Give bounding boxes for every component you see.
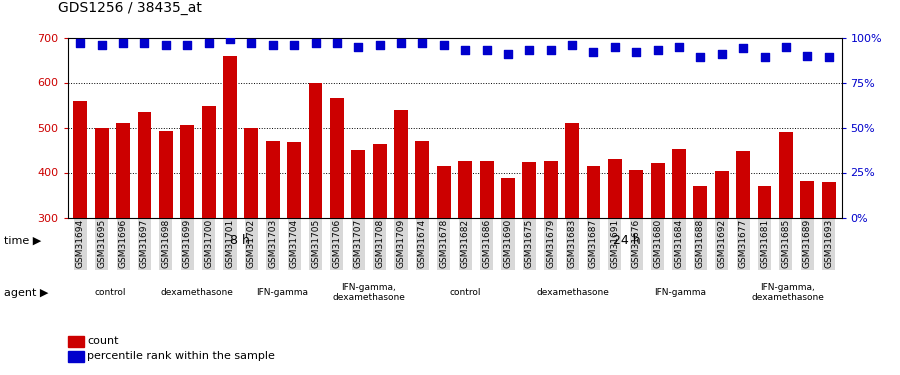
Bar (800, 181, 814, 218)
Point (158, 42, 173, 48)
Text: control: control (449, 288, 481, 297)
Text: control: control (94, 288, 126, 297)
Bar (138, 112, 151, 218)
Bar (351, 150, 365, 217)
Bar (245, 128, 258, 218)
Bar (715, 171, 729, 217)
Point (287, 42, 302, 48)
Bar (94, 128, 109, 218)
Point (778, 44, 793, 50)
Text: 24 h: 24 h (613, 234, 640, 248)
Point (116, 40, 130, 46)
Bar (416, 141, 429, 218)
Bar (266, 141, 280, 218)
Point (586, 49, 600, 55)
Point (223, 36, 238, 42)
Point (415, 40, 429, 46)
Text: 8 h: 8 h (230, 234, 249, 248)
Point (73, 40, 87, 46)
Point (757, 54, 771, 60)
Text: IFN-gamma,
dexamethasone: IFN-gamma, dexamethasone (752, 283, 824, 302)
Bar (501, 178, 515, 218)
Bar (608, 159, 622, 218)
Bar (779, 132, 793, 218)
Text: IFN-gamma: IFN-gamma (256, 288, 309, 297)
Point (629, 49, 643, 55)
Bar (672, 149, 686, 217)
Text: IFN-gamma,
dexamethasone: IFN-gamma, dexamethasone (332, 283, 405, 302)
Bar (202, 106, 216, 218)
Text: dexamethasone: dexamethasone (536, 288, 609, 297)
Bar (758, 186, 771, 218)
Point (394, 40, 409, 46)
Bar (651, 163, 664, 218)
Bar (736, 152, 750, 217)
Text: percentile rank within the sample: percentile rank within the sample (87, 351, 275, 361)
Bar (330, 98, 344, 218)
Point (138, 40, 152, 46)
Bar (458, 161, 473, 218)
Point (608, 44, 622, 50)
Point (266, 42, 280, 48)
Point (800, 53, 814, 58)
Point (500, 51, 515, 57)
Point (565, 42, 580, 48)
Bar (373, 144, 387, 218)
Bar (159, 130, 173, 218)
Text: dexamethasone: dexamethasone (160, 288, 233, 297)
Bar (74, 100, 87, 218)
Bar (180, 125, 194, 217)
Point (373, 42, 387, 48)
Bar (693, 186, 707, 218)
Text: IFN-gamma: IFN-gamma (654, 288, 706, 297)
Bar (223, 56, 237, 217)
Point (244, 40, 258, 46)
Bar (544, 161, 558, 218)
Point (351, 44, 365, 50)
Bar (565, 123, 579, 218)
Point (202, 40, 216, 46)
Text: time ▶: time ▶ (4, 236, 41, 246)
Bar (629, 170, 643, 217)
Point (309, 40, 323, 46)
Point (651, 47, 665, 53)
Text: GDS1256 / 38435_at: GDS1256 / 38435_at (58, 1, 202, 15)
Text: count: count (87, 336, 119, 346)
Point (715, 51, 729, 57)
Text: agent ▶: agent ▶ (4, 288, 49, 297)
Point (180, 42, 194, 48)
Bar (480, 161, 493, 218)
Point (522, 47, 536, 53)
Bar (587, 166, 600, 218)
Point (544, 47, 558, 53)
Bar (436, 166, 451, 218)
Point (736, 45, 751, 51)
Point (329, 40, 344, 46)
Point (822, 54, 836, 60)
Point (671, 44, 686, 50)
Point (458, 47, 473, 53)
Point (94, 42, 109, 48)
Bar (394, 110, 408, 218)
Bar (522, 162, 536, 218)
Bar (116, 123, 130, 218)
Bar (287, 142, 302, 218)
Bar (822, 182, 835, 218)
Bar (309, 83, 322, 218)
Point (693, 54, 707, 60)
Point (436, 42, 451, 48)
Point (480, 47, 494, 53)
